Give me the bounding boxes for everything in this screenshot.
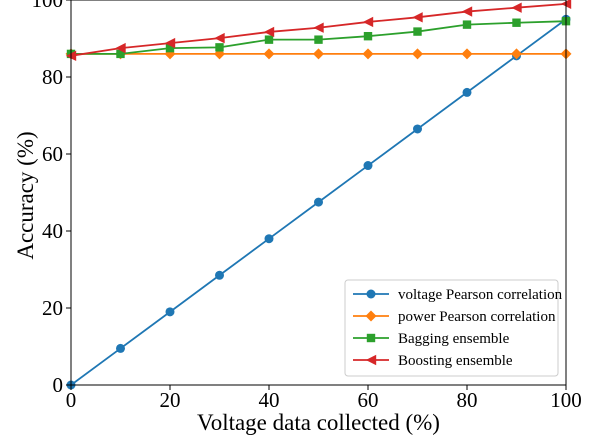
- x-tick-label-3: 60: [358, 388, 379, 412]
- x-tick-label-2: 40: [259, 388, 280, 412]
- data-point-0-8: [462, 87, 472, 97]
- y-tick-label-5: 100: [32, 0, 64, 12]
- legend-label-0: voltage Pearson correlation: [398, 287, 563, 303]
- legend-marker-2: [366, 333, 376, 343]
- y-tick-label-1: 20: [42, 296, 63, 320]
- data-point-3-9: [511, 2, 522, 13]
- axes: 0 20 40 60 80 100 0 20 40 60 80 100: [32, 0, 582, 412]
- data-point-1-6: [362, 48, 374, 60]
- legend-label-3: Boosting ensemble: [398, 353, 513, 369]
- data-point-3-8: [461, 6, 473, 17]
- legend-marker-1: [365, 310, 377, 322]
- data-point-3-3: [214, 32, 225, 44]
- series-3: [65, 0, 572, 62]
- data-point-2-1: [116, 49, 125, 59]
- data-point-2-2: [165, 43, 175, 53]
- series-0: [66, 14, 571, 390]
- data-point-0-4: [264, 234, 274, 244]
- data-point-2-8: [462, 20, 472, 29]
- data-point-0-2: [165, 307, 175, 317]
- data-point-2-9: [512, 18, 521, 27]
- x-tick-label-5: 100: [550, 388, 582, 412]
- data-point-3-6: [362, 16, 374, 28]
- legend: voltage Pearson correlation power Pearson…: [344, 279, 563, 377]
- y-tick-label-0: 0: [53, 373, 64, 397]
- data-point-1-7: [412, 48, 423, 60]
- x-tick-label-0: 0: [66, 388, 77, 412]
- data-point-0-3: [215, 270, 224, 280]
- y-tick-label-2: 40: [42, 219, 63, 243]
- data-point-0-1: [116, 343, 125, 353]
- y-axis-title: Accuracy (%): [13, 131, 38, 259]
- data-point-0-6: [363, 161, 373, 171]
- data-point-3-7: [412, 12, 423, 23]
- data-point-2-6: [363, 31, 373, 41]
- data-point-3-1: [115, 42, 126, 54]
- legend-label-2: Bagging ensemble: [398, 331, 510, 347]
- y-tick-label-4: 80: [42, 65, 63, 89]
- data-point-1-9: [511, 48, 522, 60]
- x-tick-label-1: 20: [160, 388, 181, 412]
- data-point-2-7: [413, 27, 422, 36]
- legend-box: [344, 279, 559, 377]
- series-1: [65, 48, 572, 60]
- legend-marker-0: [366, 289, 376, 299]
- data-point-0-7: [413, 124, 422, 134]
- x-tick-label-4: 80: [457, 388, 478, 412]
- legend-marker-3: [365, 354, 377, 366]
- data-point-3-4: [263, 26, 275, 38]
- data-point-1-4: [263, 48, 275, 60]
- data-point-1-8: [461, 48, 473, 60]
- data-point-0-5: [314, 197, 323, 207]
- y-tick-label-3: 60: [42, 142, 63, 166]
- data-point-2-3: [215, 43, 224, 52]
- legend-label-1: power Pearson correlation: [398, 309, 556, 325]
- data-point-3-2: [164, 37, 176, 49]
- data-point-1-5: [313, 48, 324, 60]
- data-point-2-5: [314, 35, 323, 44]
- data-point-3-5: [313, 22, 324, 33]
- x-axis-title: Voltage data collected (%): [197, 410, 440, 435]
- data-point-2-4: [264, 35, 274, 44]
- plot-area: [65, 0, 572, 390]
